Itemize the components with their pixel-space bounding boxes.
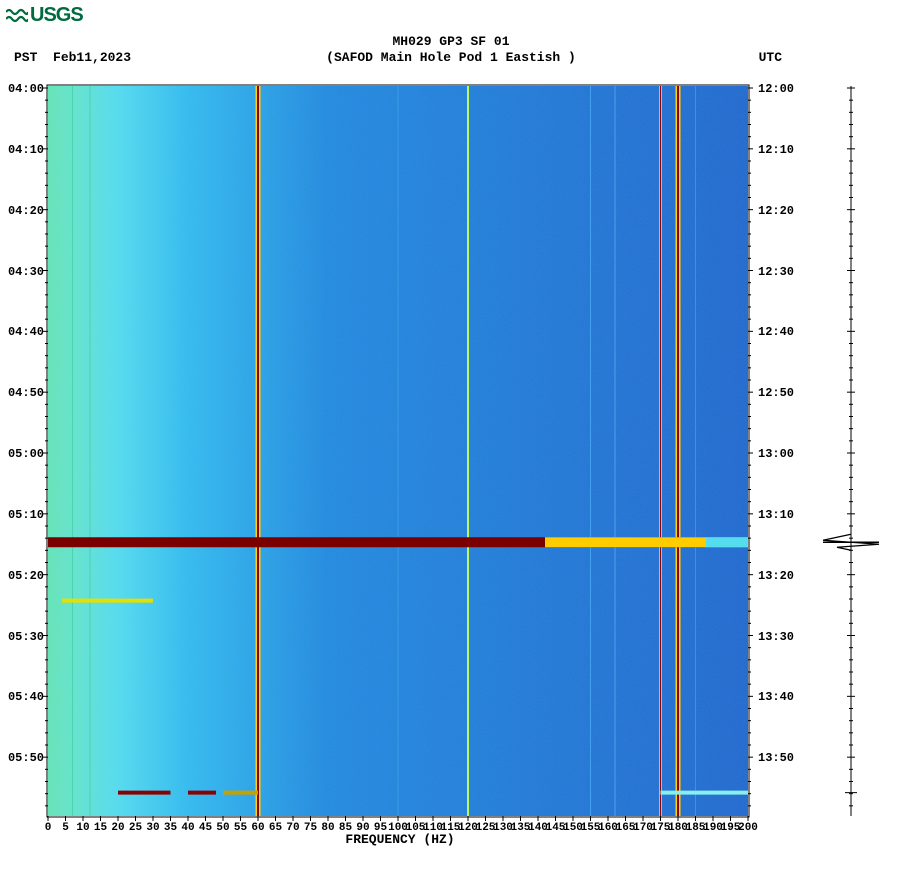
y-tick-left: 04:30 [0,265,44,279]
timezone-left: PST Feb11,2023 [14,50,131,65]
y-tick-left: 04:00 [0,82,44,96]
y-tick-left: 05:10 [0,508,44,522]
usgs-logo: USGS [6,4,83,27]
y-tick-left: 04:50 [0,386,44,400]
tz-left-label: PST [14,50,37,65]
y-tick-right: 13:10 [758,508,802,522]
y-tick-left: 05:30 [0,630,44,644]
usgs-logo-text: USGS [30,4,83,27]
y-tick-left: 04:10 [0,143,44,157]
date-label: Feb11,2023 [53,50,131,65]
y-tick-right: 12:00 [758,82,802,96]
y-tick-left: 05:20 [0,569,44,583]
y-tick-right: 12:10 [758,143,802,157]
y-tick-right: 13:50 [758,751,802,765]
x-axis-label: FREQUENCY (HZ) [0,832,800,847]
y-tick-left: 05:50 [0,751,44,765]
y-tick-left: 05:40 [0,690,44,704]
y-tick-right: 12:30 [758,265,802,279]
y-tick-left: 05:00 [0,447,44,461]
y-tick-right: 13:40 [758,690,802,704]
y-tick-right: 13:00 [758,447,802,461]
y-tick-right: 12:50 [758,386,802,400]
timezone-right: UTC [759,50,782,65]
spectrogram-plot: 04:00 04:10 04:20 04:30 04:40 04:50 05:00 05:10… [0,80,902,844]
y-tick-left: 04:40 [0,325,44,339]
y-tick-right: 13:20 [758,569,802,583]
y-tick-right: 12:20 [758,204,802,218]
y-tick-left: 04:20 [0,204,44,218]
y-tick-right: 12:40 [758,325,802,339]
y-tick-right: 13:30 [758,630,802,644]
chart-title-line1: MH029 GP3 SF 01 [0,34,902,49]
